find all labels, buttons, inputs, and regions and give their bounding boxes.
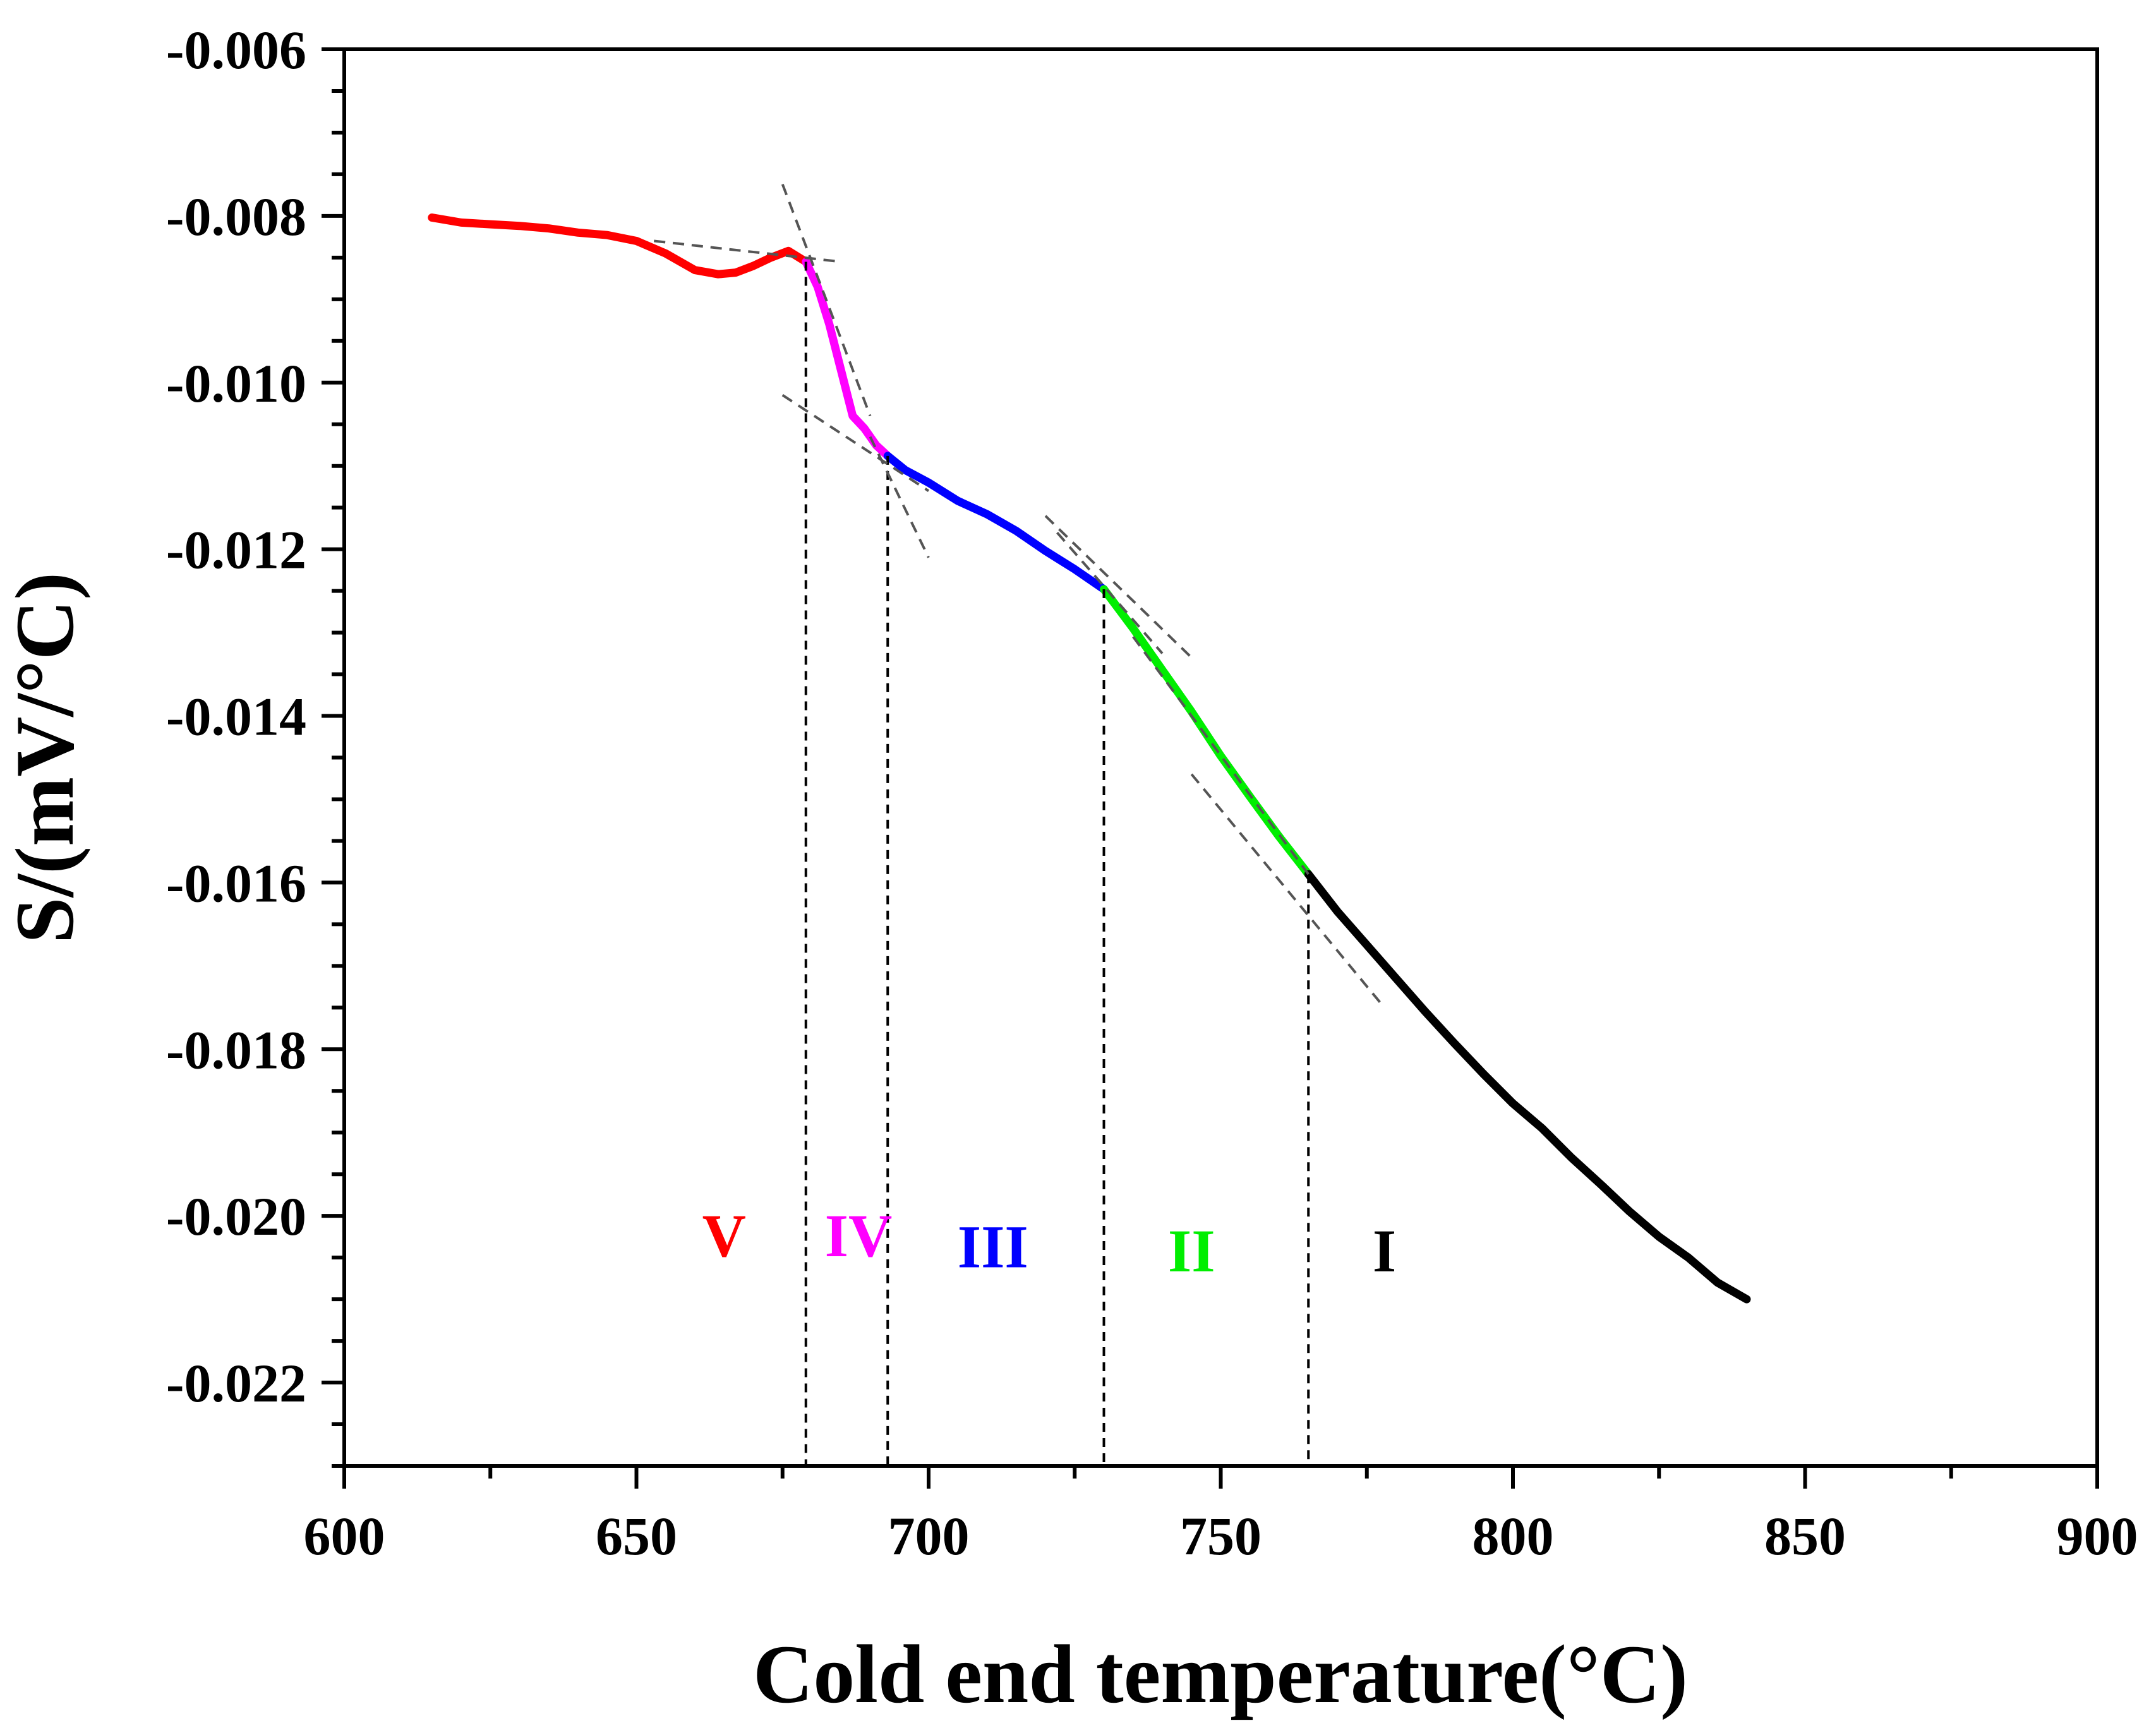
y-tick-label-2: -0.010 bbox=[166, 353, 306, 414]
y-tick-label-5: -0.016 bbox=[166, 853, 306, 913]
y-tick-label-6: -0.018 bbox=[166, 1019, 306, 1080]
y-tick-label-8: -0.022 bbox=[166, 1353, 306, 1413]
y-tick-label-4: -0.014 bbox=[166, 687, 306, 747]
region-label-v: V bbox=[702, 1202, 746, 1269]
x-tick-label-650: 650 bbox=[596, 1506, 677, 1566]
tangent-line-3 bbox=[781, 393, 930, 492]
y-tick-label-1: -0.008 bbox=[166, 186, 306, 247]
x-tick-label-600: 600 bbox=[304, 1506, 385, 1566]
series-line-v bbox=[428, 213, 810, 279]
curves-layer bbox=[428, 213, 1751, 1304]
series-line-iii bbox=[883, 452, 1108, 594]
region-label-iii: III bbox=[958, 1213, 1028, 1280]
region-label-iv: IV bbox=[825, 1202, 893, 1269]
x-tick-label-750: 750 bbox=[1180, 1506, 1262, 1566]
ticks-layer bbox=[322, 47, 2099, 1489]
region-label-ii: II bbox=[1168, 1217, 1215, 1285]
tangent-line-6 bbox=[1056, 531, 1164, 654]
x-axis-title: Cold end temperature(°C) bbox=[753, 1628, 1688, 1720]
y-axis-title: S/(mV/°C) bbox=[0, 572, 91, 944]
labels-layer: 600 650 700 750 800 850 900 -0.006 -0.008 -0.010 -… bbox=[166, 20, 2138, 1566]
tangent-line-7 bbox=[1132, 635, 1310, 875]
tangent-line-4 bbox=[869, 436, 930, 558]
x-tick-label-850: 850 bbox=[1764, 1506, 1846, 1566]
tangent-line-2 bbox=[781, 184, 872, 417]
y-tick-label-3: -0.012 bbox=[166, 520, 306, 580]
region-label-i: I bbox=[1373, 1217, 1396, 1285]
tangent-line-5 bbox=[1044, 515, 1193, 659]
x-tick-label-800: 800 bbox=[1472, 1506, 1554, 1566]
y-tick-label-0: -0.006 bbox=[166, 20, 306, 80]
guides-layer bbox=[654, 184, 1386, 1466]
y-tick-label-7: -0.020 bbox=[166, 1186, 306, 1247]
series-line-i bbox=[1304, 870, 1751, 1304]
x-tick-label-900: 900 bbox=[2057, 1506, 2138, 1566]
tangent-line-8 bbox=[1190, 773, 1386, 1009]
x-tick-label-700: 700 bbox=[888, 1506, 970, 1566]
